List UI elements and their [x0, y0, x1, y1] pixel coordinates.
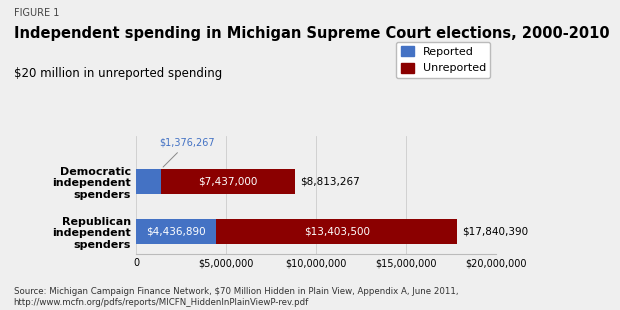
- Text: $20 million in unreported spending: $20 million in unreported spending: [14, 67, 222, 80]
- Text: Source: Michigan Campaign Finance Network, $70 Million Hidden in Plain View, App: Source: Michigan Campaign Finance Networ…: [14, 287, 458, 307]
- Text: $17,840,390: $17,840,390: [463, 227, 529, 237]
- Bar: [216, 219, 457, 244]
- Text: $1,376,267: $1,376,267: [159, 138, 215, 167]
- Legend: Reported, Unreported: Reported, Unreported: [396, 42, 490, 78]
- Text: $13,403,500: $13,403,500: [304, 227, 370, 237]
- Bar: [136, 169, 161, 194]
- Text: Independent spending in Michigan Supreme Court elections, 2000-2010: Independent spending in Michigan Supreme…: [14, 26, 609, 41]
- Bar: [161, 169, 295, 194]
- Text: $8,813,267: $8,813,267: [300, 176, 360, 187]
- Text: $7,437,000: $7,437,000: [198, 176, 258, 187]
- Text: $4,436,890: $4,436,890: [146, 227, 206, 237]
- Bar: [136, 219, 216, 244]
- Text: FIGURE 1: FIGURE 1: [14, 8, 59, 18]
